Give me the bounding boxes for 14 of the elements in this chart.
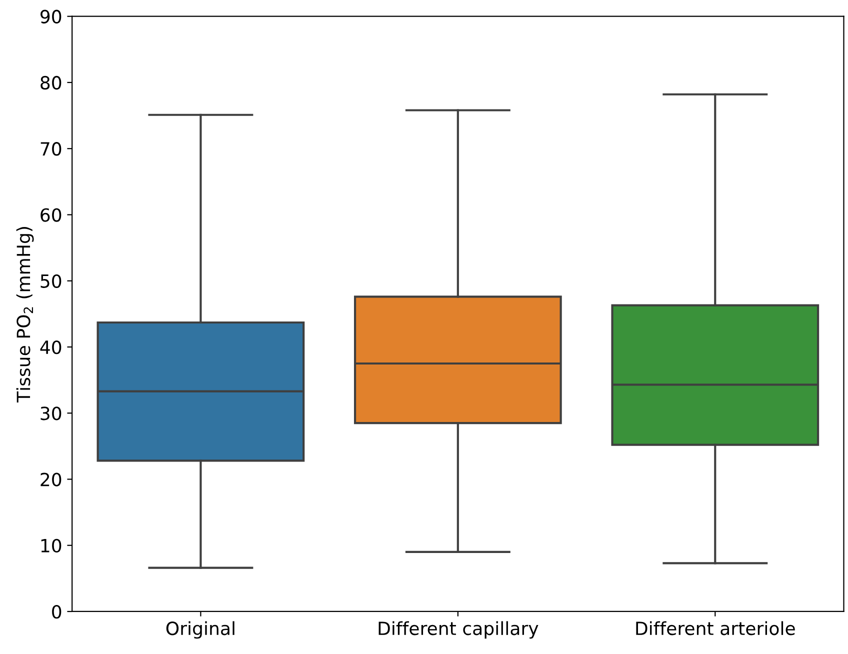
x-tick-label: Different capillary <box>378 621 538 639</box>
x-tick-label: Original <box>166 621 234 639</box>
y-tick-label: 70 <box>40 142 62 156</box>
y-tick-label: 0 <box>52 604 62 619</box>
y-tick-label: 80 <box>40 76 62 90</box>
y-tick-label: 90 <box>40 10 62 24</box>
y-tick-label: 60 <box>40 208 62 222</box>
y-tick-label: 30 <box>40 406 62 420</box>
x-tick-label: Different arteriole <box>636 621 795 636</box>
y-tick-label: 20 <box>40 472 62 486</box>
y-axis-title: Tissue PO$_{2}$ (mmHg) <box>16 227 34 403</box>
y-tick-label: 40 <box>40 340 62 354</box>
y-tick-label: 50 <box>40 274 62 288</box>
y-tick-label: 10 <box>41 538 62 552</box>
